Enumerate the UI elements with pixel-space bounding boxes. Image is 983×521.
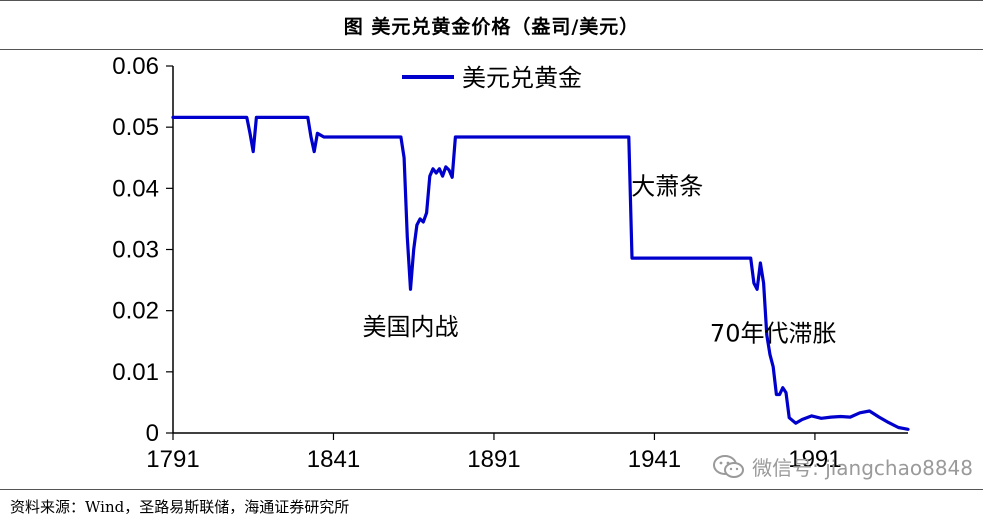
chart-title: 图 美元兑黄金价格（盎司/美元） [343,15,640,38]
y-tick-label: 0.06 [112,53,159,80]
wechat-bubble-icon [713,454,745,478]
title-bar: 图 美元兑黄金价格（盎司/美元） [0,0,983,50]
x-tick-label: 1991 [788,446,841,473]
line-chart: 0 0.01 0.02 0.03 0.04 0.05 0.06 1791 1841 1891 194… [112,53,910,473]
x-tick-label: 1791 [146,446,199,473]
x-tick-label: 1841 [307,446,360,473]
legend-label: 美元兑黄金 [462,64,582,92]
chart-annotation: 大萧条 [631,172,703,200]
y-tick-label: 0 [146,420,159,447]
watermark: 微信号: jiangchao8848 [712,452,973,481]
watermark-text: 微信号: jiangchao8848 [752,456,973,480]
source-note: 资料来源：Wind，圣路易斯联储，海通证券研究所 [10,498,350,516]
y-tick-label: 0.03 [112,237,159,264]
source-bar: 资料来源：Wind，圣路易斯联储，海通证券研究所 [0,489,983,521]
x-tick-label: 1941 [628,446,681,473]
series-line [171,115,910,431]
y-tick-label: 0.05 [112,114,159,141]
y-tick-label: 0.02 [112,298,159,325]
chart-area: 0 0.01 0.02 0.03 0.04 0.05 0.06 1791 1841 1891 194… [0,50,983,490]
chart-annotation: 70年代滞胀 [710,319,837,347]
x-tick-label: 1891 [467,446,520,473]
chart-annotation: 美国内战 [363,313,459,341]
y-tick-label: 0.04 [112,175,159,202]
y-tick-label: 0.01 [112,359,159,386]
